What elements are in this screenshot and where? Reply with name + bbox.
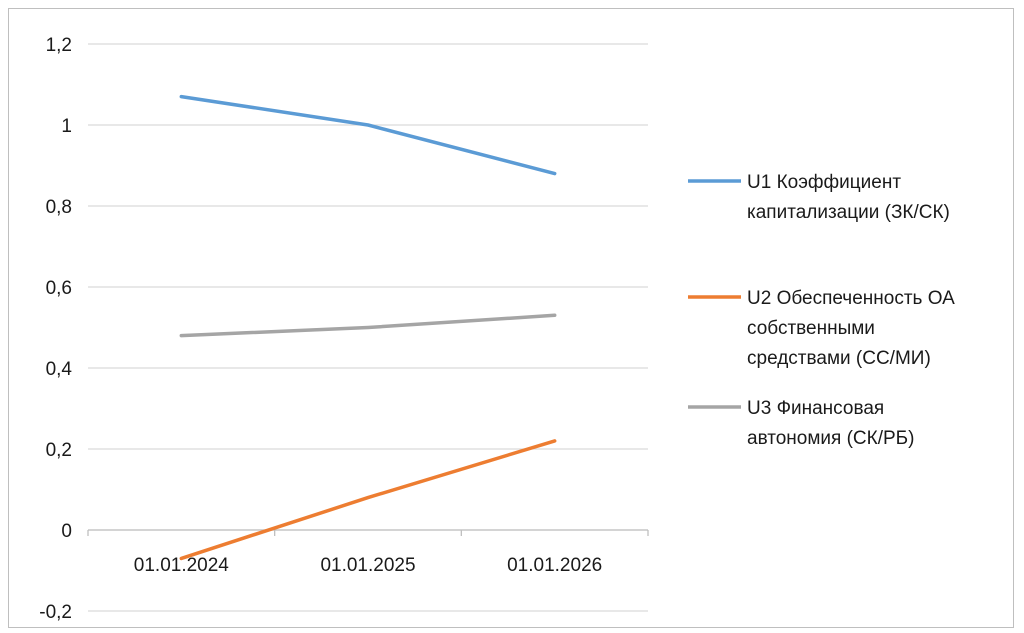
x-tick-label: 01.01.2025: [320, 555, 415, 576]
legend-label: капитализации (ЗК/СК): [747, 202, 950, 223]
series-line: [179, 94, 557, 176]
axes: [87, 529, 649, 536]
series-line: [179, 439, 557, 561]
y-tick-label: 0,2: [46, 440, 72, 461]
legend-label: собственными: [747, 318, 875, 339]
y-tick-label: 0,8: [46, 197, 72, 218]
y-tick-label: 0,4: [46, 359, 73, 380]
tick-labels: -0,2 0 0,2 0,4 0,6 0,8 1 1,2 01.01.2024 01.01.202…: [39, 35, 602, 623]
y-tick-label: -0,2: [39, 602, 72, 623]
x-tick-label: 01.01.2026: [507, 555, 602, 576]
series-line: [179, 313, 557, 338]
y-tick-label: 0,6: [46, 278, 72, 299]
y-tick-label: 1,2: [46, 35, 72, 56]
legend: U1 Коэффициент капитализации (ЗК/СК) U2 Об…: [688, 172, 955, 449]
legend-label: U3 Финансовая: [747, 398, 884, 419]
series-lines: [179, 94, 557, 561]
legend-label: автономия (СК/РБ): [747, 428, 914, 449]
legend-label: средствами (СС/МИ): [747, 348, 931, 369]
legend-label: U2 Обеспеченность ОА: [747, 288, 955, 309]
x-tick-label: 01.01.2024: [134, 555, 230, 576]
y-tick-label: 0: [61, 521, 72, 542]
chart-frame: [8, 8, 1014, 628]
y-tick-label: 1: [61, 116, 72, 137]
legend-label: U1 Коэффициент: [747, 172, 901, 193]
